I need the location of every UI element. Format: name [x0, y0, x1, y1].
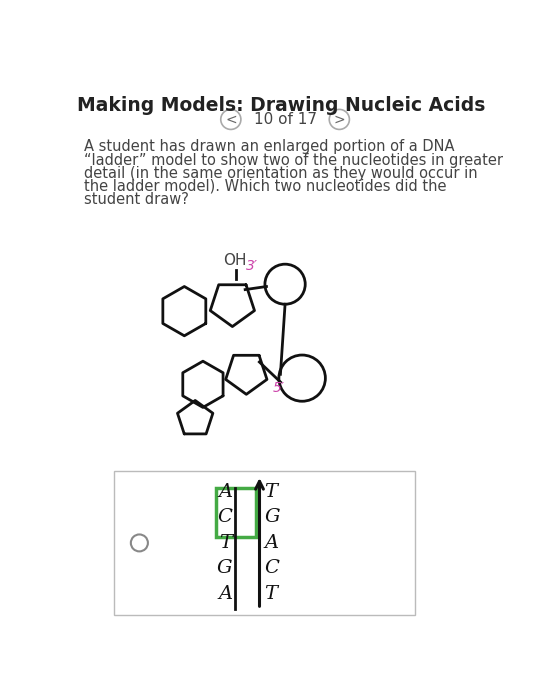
Text: C: C [264, 559, 279, 578]
Text: “ladder” model to show two of the nucleotides in greater: “ladder” model to show two of the nucleo… [84, 153, 502, 167]
Text: A: A [218, 584, 232, 603]
Text: G: G [217, 559, 232, 578]
Text: C: C [217, 508, 232, 526]
Text: G: G [264, 508, 280, 526]
Text: 10 of 17: 10 of 17 [253, 112, 316, 127]
Text: 5′: 5′ [273, 381, 285, 395]
Text: detail (in the same orientation as they would occur in: detail (in the same orientation as they … [84, 166, 477, 181]
Text: A: A [218, 483, 232, 500]
Text: OH: OH [223, 253, 246, 268]
Text: A: A [264, 534, 278, 552]
Text: >: > [334, 113, 345, 127]
Text: T: T [264, 584, 277, 603]
Text: the ladder model). Which two nucleotides did the: the ladder model). Which two nucleotides… [84, 178, 446, 194]
Text: student draw?: student draw? [84, 192, 188, 206]
Text: T: T [264, 483, 277, 500]
Text: T: T [219, 534, 232, 552]
Text: 3′: 3′ [246, 258, 257, 272]
Text: Making Models: Drawing Nucleic Acids: Making Models: Drawing Nucleic Acids [77, 97, 486, 116]
Text: <: < [225, 113, 237, 127]
Text: A student has drawn an enlarged portion of a DNA: A student has drawn an enlarged portion … [84, 139, 454, 155]
